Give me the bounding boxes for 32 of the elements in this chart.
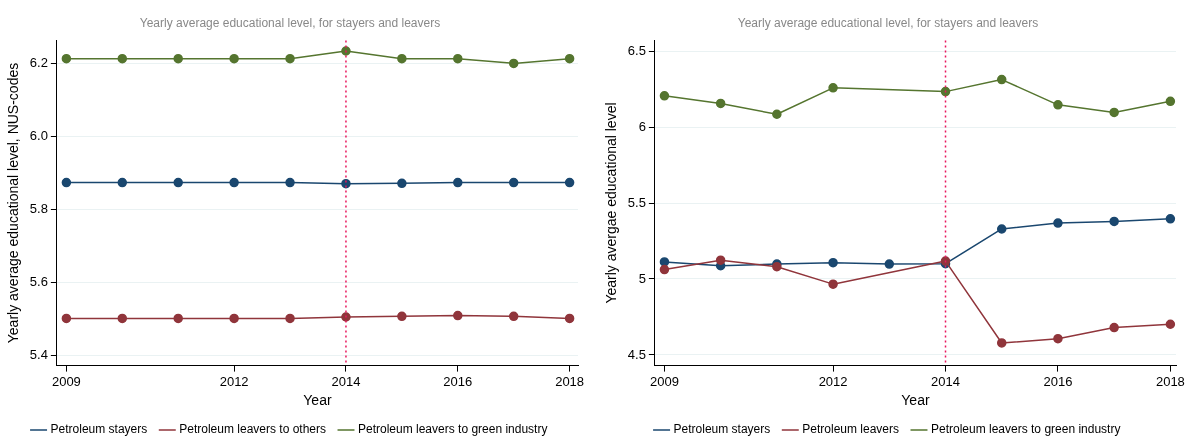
chart-title: Yearly average educational level, for stayers and leavers <box>737 15 1039 30</box>
x-tick-label: 2014 <box>331 373 361 389</box>
legend-label: Petroleum stayers <box>673 422 771 437</box>
legend-label: Petroleum leavers to others <box>179 422 327 437</box>
y-tick-label: 5 <box>638 270 646 286</box>
legend-label: Petroleum stayers <box>50 422 148 437</box>
x-axis-title: Year <box>901 392 930 409</box>
x-tick-label: 2009 <box>649 373 679 389</box>
x-tick-label: 2009 <box>51 373 81 389</box>
legend-label: Petroleum leavers to green industry <box>358 422 548 437</box>
y-tick-label: 6.0 <box>29 127 48 143</box>
x-tick-label: 2016 <box>1043 373 1073 389</box>
y-tick-label: 5.4 <box>29 346 48 362</box>
y-tick-label: 4.5 <box>627 346 646 362</box>
y-tick-label: 5.5 <box>627 194 646 210</box>
x-tick-label: 2018 <box>1155 373 1185 389</box>
y-tick-label: 6 <box>638 118 646 134</box>
y-tick-label: 6.5 <box>627 42 646 58</box>
x-tick-label: 2014 <box>931 373 960 389</box>
x-tick-label: 2012 <box>219 373 249 389</box>
x-tick-label: 2018 <box>555 373 585 389</box>
y-axis-title: Yearly average educational level, NUS-codes <box>5 62 22 344</box>
x-tick-label: 2012 <box>818 373 848 389</box>
y-axis-title: Yearly avergae educational level <box>603 102 620 304</box>
chart-title: Yearly average educational level, for stayers and leavers <box>139 15 441 30</box>
x-axis-title: Year <box>303 392 332 409</box>
y-tick-label: 5.6 <box>29 273 48 289</box>
legend-label: Petroleum leavers <box>802 422 899 437</box>
y-tick-label: 5.8 <box>29 200 48 216</box>
x-tick-label: 2016 <box>443 373 473 389</box>
y-tick-label: 6.2 <box>29 54 48 70</box>
legend-label: Petroleum leavers to green industry <box>930 422 1121 437</box>
